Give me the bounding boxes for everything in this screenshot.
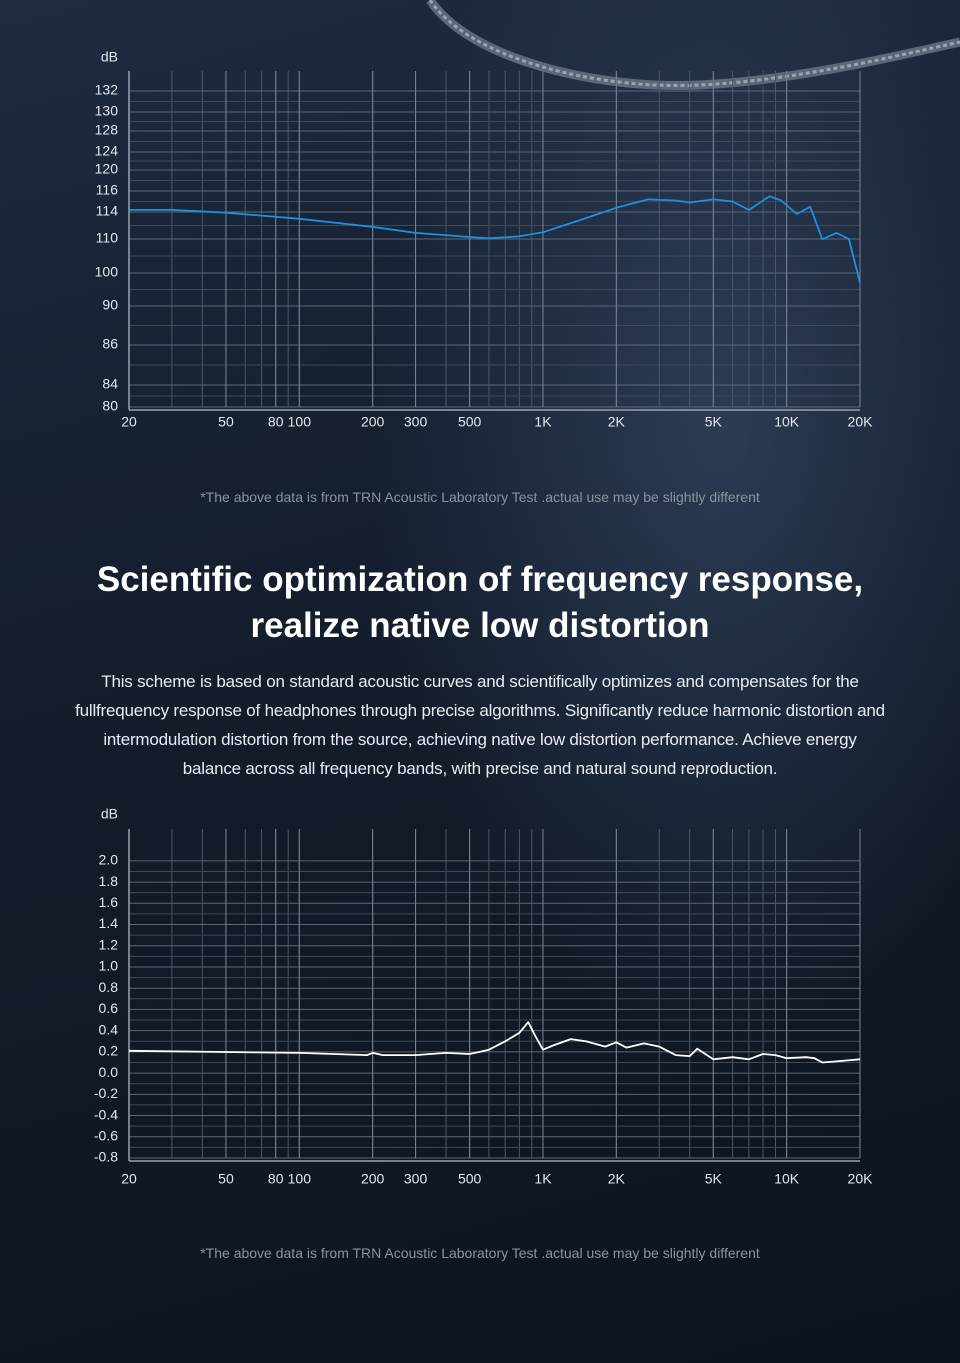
y-tick-label: 130 <box>95 103 119 119</box>
y-tick-label: 1.6 <box>99 894 119 910</box>
y-tick-label: 128 <box>95 122 119 138</box>
y-tick-label: 1.4 <box>99 915 119 931</box>
y-tick-label: 0.2 <box>99 1043 119 1059</box>
headline: realize native low distortion <box>250 606 710 645</box>
x-tick-label: 300 <box>404 414 428 430</box>
y-axis-label: dB <box>101 806 118 822</box>
x-tick-label: 80 <box>268 414 284 430</box>
x-tick-label: 100 <box>288 414 312 430</box>
x-tick-label: 20K <box>848 414 874 430</box>
data-line <box>129 195 861 284</box>
x-tick-label: 2K <box>608 1171 626 1187</box>
y-tick-label: -0.8 <box>94 1149 118 1165</box>
y-tick-label: 124 <box>95 143 119 159</box>
y-tick-label: 100 <box>95 264 119 280</box>
cable-decoration <box>426 0 960 91</box>
y-tick-label: 132 <box>95 82 119 98</box>
x-tick-label: 100 <box>288 1171 312 1187</box>
data-line <box>128 1021 861 1064</box>
x-tick-label: 200 <box>361 414 385 430</box>
y-tick-label: 80 <box>102 398 118 414</box>
x-tick-label: 5K <box>705 414 723 430</box>
x-tick-label: 50 <box>218 1171 234 1187</box>
x-tick-label: 1K <box>534 414 552 430</box>
body-text: This scheme is based on standard acousti… <box>75 672 885 778</box>
y-tick-label: 110 <box>96 230 119 246</box>
y-tick-label: 1.8 <box>99 873 119 889</box>
x-tick-label: 500 <box>458 1171 482 1187</box>
y-tick-label: 90 <box>102 297 118 313</box>
y-tick-label: -0.2 <box>94 1085 118 1101</box>
x-tick-label: 20 <box>121 1171 137 1187</box>
chart-note: *The above data is from TRN Acoustic Lab… <box>200 489 760 505</box>
y-tick-label: 0.6 <box>99 1000 119 1016</box>
y-tick-label: -0.4 <box>94 1106 118 1122</box>
x-tick-label: 50 <box>218 414 234 430</box>
y-tick-label: 120 <box>95 161 119 177</box>
x-tick-label: 5K <box>705 1171 723 1187</box>
chart-note: *The above data is from TRN Acoustic Lab… <box>200 1245 760 1261</box>
y-tick-label: 0.8 <box>99 979 119 995</box>
y-tick-label: 84 <box>102 376 118 392</box>
x-tick-label: 500 <box>458 414 482 430</box>
y-axis-label: dB <box>101 49 118 65</box>
headline: Scientific optimization of frequency res… <box>96 560 864 599</box>
y-tick-label: 2.0 <box>99 852 119 868</box>
y-tick-label: 0.0 <box>99 1064 119 1080</box>
x-tick-label: 300 <box>404 1171 428 1187</box>
y-tick-label: 114 <box>96 203 119 219</box>
x-tick-label: 200 <box>361 1171 385 1187</box>
x-tick-label: 1K <box>534 1171 552 1187</box>
y-tick-label: 116 <box>96 182 119 198</box>
x-tick-label: 80 <box>268 1171 284 1187</box>
y-tick-label: 0.4 <box>99 1021 119 1037</box>
y-tick-label: 86 <box>102 336 118 352</box>
y-tick-label: -0.6 <box>94 1127 118 1143</box>
y-tick-label: 1.0 <box>99 958 119 974</box>
x-tick-label: 10K <box>774 1171 800 1187</box>
x-tick-label: 20 <box>121 414 137 430</box>
x-tick-label: 10K <box>774 414 800 430</box>
y-tick-label: 1.2 <box>99 936 119 952</box>
x-tick-label: 20K <box>848 1171 874 1187</box>
x-tick-label: 2K <box>608 414 626 430</box>
